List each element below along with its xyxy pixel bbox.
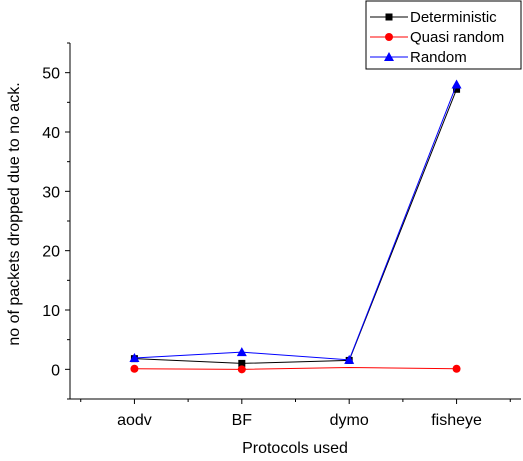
series-layer — [129, 79, 462, 374]
y-tick-label: 10 — [42, 303, 60, 320]
series-line-deterministic — [134, 89, 458, 364]
x-tick-label: dymo — [330, 412, 369, 429]
legend-label-quasi-random: Quasi random — [410, 29, 504, 46]
y-axis-label: no of packets dropped due to no ack. — [6, 82, 23, 345]
series-line-random — [134, 84, 458, 361]
legend: Deterministic Quasi random Random — [365, 0, 522, 70]
x-tick-label: BF — [232, 412, 253, 429]
legend-label-random: Random — [410, 49, 467, 66]
legend-label-deterministic: Deterministic — [410, 9, 497, 26]
data-point-quasi-random — [130, 364, 139, 373]
data-point-deterministic — [238, 359, 246, 367]
x-tick-label: aodv — [117, 412, 152, 429]
data-point-quasi-random — [237, 365, 246, 374]
data-point-random — [236, 347, 247, 357]
y-tick-label: 40 — [42, 125, 60, 142]
y-tick-label: 50 — [42, 66, 60, 83]
y-tick-label: 0 — [51, 362, 60, 379]
y-tick-label: 20 — [42, 244, 60, 261]
data-point-random — [451, 79, 462, 89]
data-point-random — [129, 353, 140, 363]
data-point-random — [344, 354, 355, 364]
series-line-quasi-random — [134, 367, 457, 370]
x-axis-label: Protocols used — [242, 440, 348, 457]
y-tick-label: 30 — [42, 184, 60, 201]
x-tick-label: fisheye — [431, 412, 482, 429]
legend-marker-deterministic — [385, 13, 393, 21]
legend-marker-random — [384, 52, 394, 61]
data-point-quasi-random — [452, 364, 461, 373]
axes: 0 10 20 30 40 50 aodv BF dymo fisheye — [42, 42, 521, 429]
legend-marker-quasi-random — [385, 33, 393, 41]
data-point-deterministic — [453, 85, 461, 93]
